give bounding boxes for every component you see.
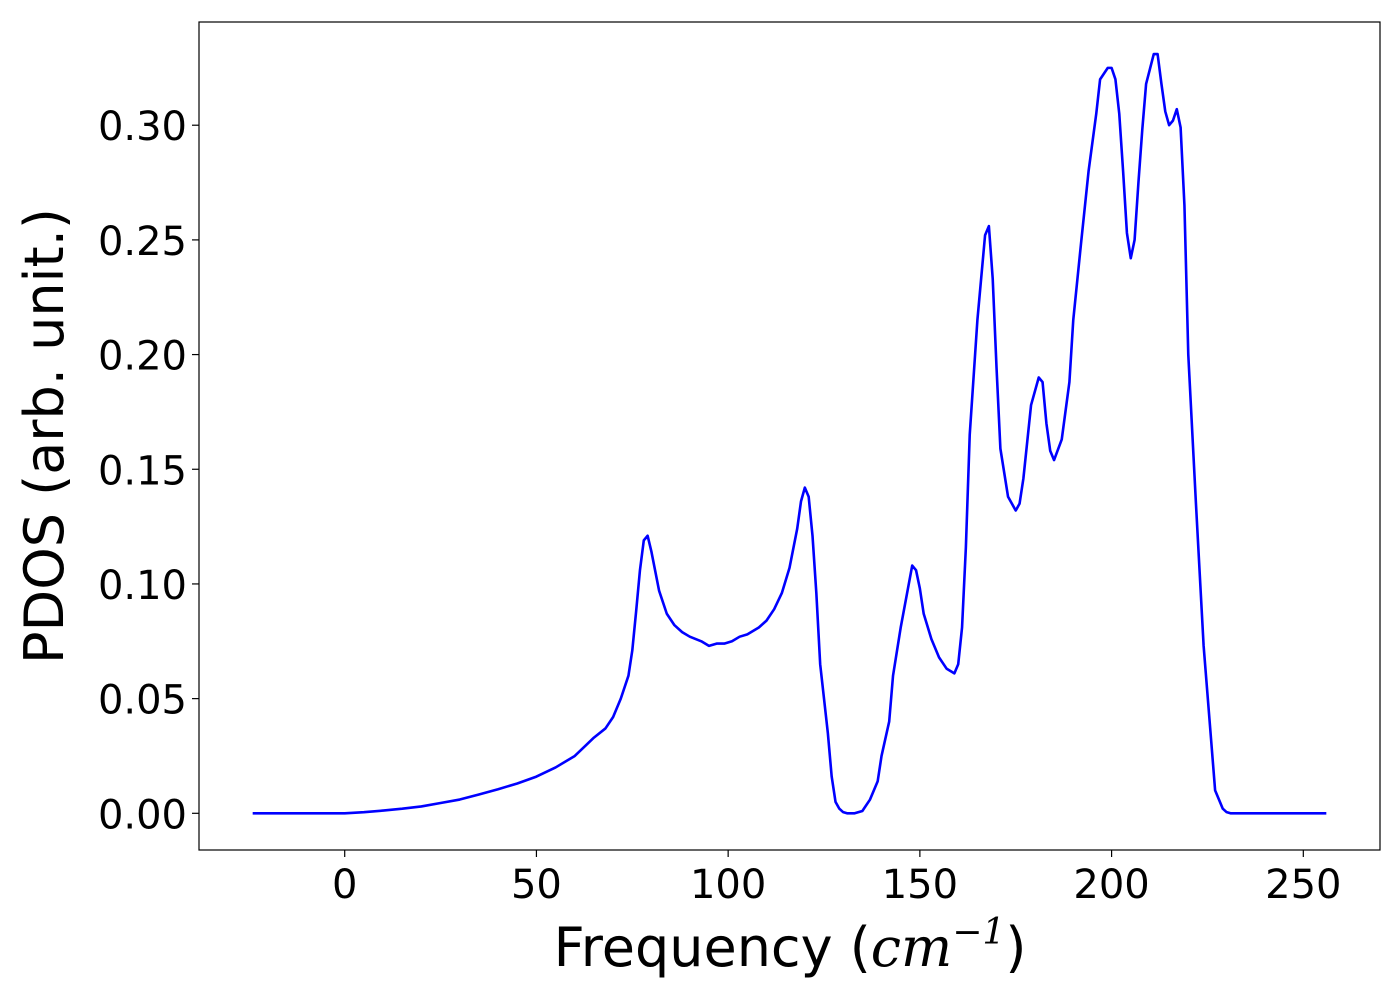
y-tick-label: 0.05 [98, 678, 187, 724]
x-axis-title-suffix: ) [1005, 916, 1026, 979]
y-tick-label: 0.15 [98, 448, 187, 494]
y-tick-label: 0.20 [98, 334, 187, 380]
series-layer [252, 52, 1327, 815]
y-tick-label: 0.25 [98, 219, 187, 265]
x-axis-unit-base: cm [871, 916, 952, 979]
y-axis: 0.00 0.05 0.10 0.15 0.20 0.25 0.30 [98, 104, 199, 838]
x-axis-unit-exponent: −1 [952, 912, 1005, 953]
plot-area [198, 21, 1381, 851]
x-axis-title: Frequency (cm−1) [554, 912, 1027, 979]
x-axis: 0 50 100 150 200 250 [332, 850, 1341, 908]
x-axis-title-prefix: Frequency ( [554, 916, 871, 979]
series-line-0 [252, 52, 1327, 815]
y-tick-label: 0.00 [98, 792, 187, 838]
x-tick-label: 200 [1073, 862, 1149, 908]
x-tick-label: 250 [1265, 862, 1341, 908]
x-tick-label: 150 [882, 862, 958, 908]
x-tick-label: 100 [690, 862, 766, 908]
x-tick-label: 50 [511, 862, 562, 908]
x-tick-label: 0 [332, 862, 357, 908]
y-axis-title: PDOS (arb. unit.) [13, 208, 76, 664]
y-tick-label: 0.10 [98, 563, 187, 609]
plot-frame [198, 21, 1381, 851]
y-tick-label: 0.30 [98, 104, 187, 150]
